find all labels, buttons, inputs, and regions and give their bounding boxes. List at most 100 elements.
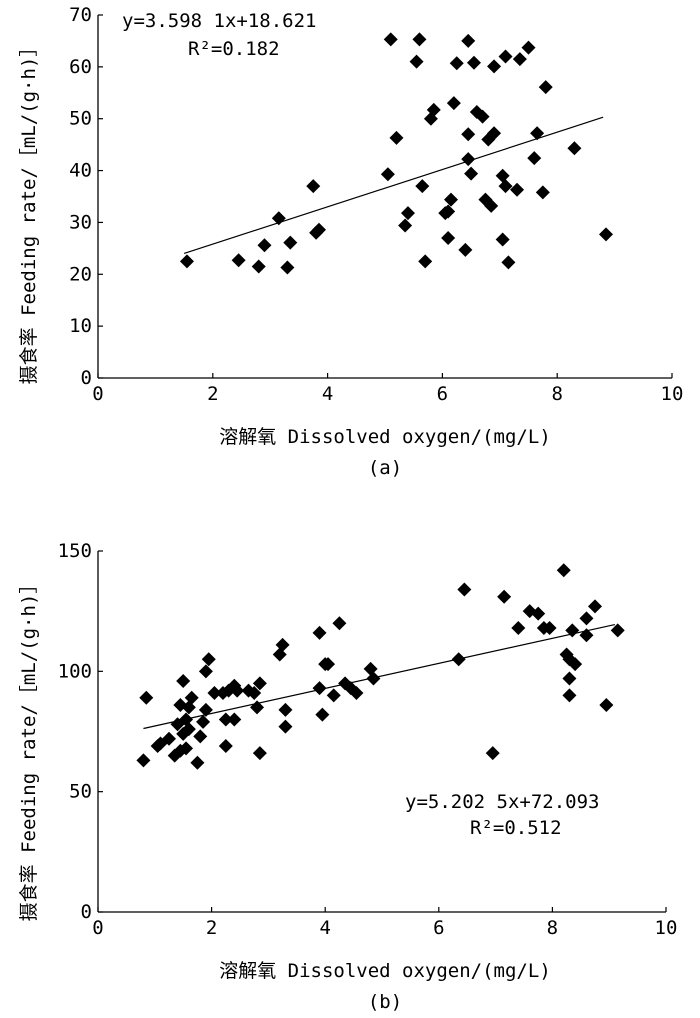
data-point — [444, 192, 459, 207]
data-point — [176, 673, 191, 688]
data-point — [568, 657, 583, 672]
chart-b-points — [136, 563, 625, 770]
data-point — [306, 179, 321, 194]
chart-b-ylabel: 摄食率 Feeding rate/［mL/(g·h)］ — [18, 575, 40, 922]
chart-b-equation: y=5.202 5x+72.093 — [405, 791, 599, 813]
data-point — [446, 96, 461, 111]
y-tick-label: 100 — [58, 660, 92, 682]
data-point — [562, 688, 577, 703]
chart-a-plot-area: 0 2 4 6 8 10 0 10 20 30 40 50 60 70 — [69, 4, 683, 405]
y-tick-label: 0 — [81, 901, 92, 923]
y-tick-label: 70 — [69, 4, 92, 26]
data-point — [487, 126, 502, 141]
data-point — [257, 238, 272, 253]
x-tick-label: 2 — [207, 383, 218, 405]
data-point — [610, 623, 625, 638]
data-point — [283, 235, 298, 250]
data-point — [498, 179, 513, 194]
x-tick-label: 0 — [92, 383, 103, 405]
data-point — [190, 755, 205, 770]
x-tick-label: 6 — [437, 383, 448, 405]
data-point — [538, 80, 553, 95]
chart-b-panel-label: (b) — [368, 991, 402, 1013]
data-point — [198, 664, 213, 679]
data-point — [441, 204, 456, 219]
data-point — [198, 702, 213, 717]
data-point — [530, 126, 545, 141]
y-tick-label: 50 — [69, 781, 92, 803]
data-point — [461, 127, 476, 142]
chart-a-ylabel: 摄食率 Feeding rate/［mL/(g·h)］ — [18, 38, 40, 385]
x-tick-label: 2 — [206, 917, 217, 939]
data-point — [252, 676, 267, 691]
data-point — [179, 254, 194, 269]
fit-line — [183, 116, 604, 255]
data-point — [510, 182, 525, 197]
data-point — [383, 32, 398, 47]
y-tick-label: 60 — [69, 56, 92, 78]
data-point — [531, 606, 546, 621]
data-point — [588, 599, 602, 614]
chart-b-plot-area: 0 2 4 6 8 10 0 50 100 150 — [58, 540, 678, 939]
data-point — [275, 637, 290, 652]
data-point — [498, 49, 513, 64]
chart-a-fit — [183, 116, 604, 255]
data-point — [542, 621, 557, 636]
data-point — [562, 671, 577, 686]
data-point — [250, 700, 265, 715]
y-tick-label: 30 — [69, 211, 92, 233]
data-point — [311, 222, 326, 237]
data-point — [457, 582, 472, 597]
data-point — [599, 698, 614, 713]
data-point — [280, 260, 295, 275]
data-point — [398, 218, 413, 233]
data-point — [466, 55, 481, 70]
data-point — [418, 254, 433, 269]
y-tick-label: 150 — [58, 540, 92, 562]
chart-a-y-ticks: 0 10 20 30 40 50 60 70 — [69, 4, 103, 389]
data-point — [389, 130, 404, 145]
data-point — [511, 621, 526, 636]
data-point — [184, 690, 199, 705]
y-tick-label: 40 — [69, 160, 92, 182]
data-point — [451, 652, 466, 667]
data-point — [521, 40, 536, 55]
data-point — [409, 54, 424, 69]
chart-a-equation: y=3.598 1x+18.621 — [122, 10, 316, 32]
data-point — [139, 690, 154, 705]
data-point — [321, 657, 336, 672]
data-point — [484, 198, 499, 213]
x-tick-label: 4 — [322, 383, 333, 405]
x-tick-label: 10 — [661, 383, 684, 405]
data-point — [179, 741, 194, 756]
x-tick-label: 8 — [551, 383, 562, 405]
chart-a-points — [179, 32, 613, 275]
y-tick-label: 20 — [69, 263, 92, 285]
data-point — [527, 151, 542, 166]
data-point — [535, 185, 550, 200]
data-point — [251, 259, 266, 274]
data-point — [326, 688, 341, 703]
data-point — [579, 628, 594, 643]
data-point — [598, 227, 613, 242]
chart-b-fit — [143, 623, 616, 730]
data-point — [412, 32, 427, 47]
data-point — [196, 714, 211, 729]
x-tick-label: 10 — [655, 917, 678, 939]
data-point — [495, 232, 510, 247]
chart-b: 0 2 4 6 8 10 0 50 100 150 y=5.202 5x+72.093 R²=0… — [18, 540, 677, 1013]
data-point — [271, 211, 286, 226]
data-point — [312, 625, 327, 640]
chart-b-y-ticks: 0 50 100 150 — [58, 540, 103, 923]
data-point — [380, 167, 395, 182]
data-point — [461, 152, 476, 167]
data-point — [501, 255, 516, 270]
data-point — [162, 731, 176, 746]
data-point — [400, 206, 415, 221]
data-point — [218, 738, 233, 753]
data-point — [565, 623, 580, 638]
chart-a-x-ticks: 0 2 4 6 8 10 — [92, 373, 683, 405]
x-tick-label: 4 — [319, 917, 330, 939]
data-point — [218, 712, 233, 727]
